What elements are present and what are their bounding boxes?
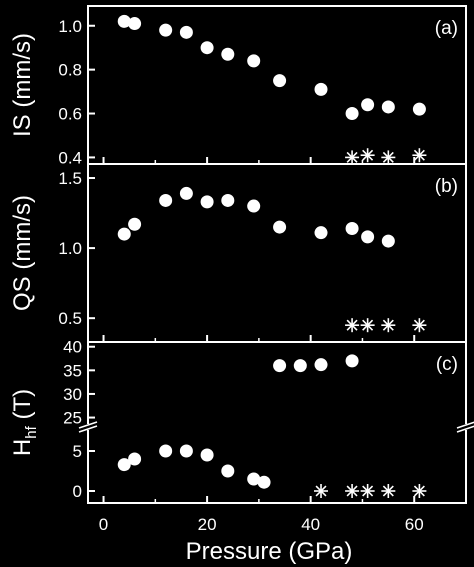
- data-point-circle: [159, 23, 173, 37]
- data-point-circle: [200, 195, 214, 209]
- y-axis-label-unit: (T): [9, 389, 36, 426]
- y-axis-label-subscript: hf: [23, 425, 40, 438]
- data-point-circle: [381, 100, 395, 114]
- y-tick-label: 0: [73, 482, 82, 501]
- panel-label: (c): [436, 354, 458, 375]
- y-tick-label: 0.8: [58, 61, 82, 80]
- data-point-circle: [361, 98, 375, 112]
- asterisk-stroke: [362, 485, 374, 497]
- data-point-asterisk: [381, 150, 396, 165]
- panel-label: (b): [435, 176, 458, 197]
- data-point-circle: [159, 193, 173, 207]
- y-tick-label: 0.6: [58, 105, 82, 124]
- asterisk-stroke: [346, 485, 358, 497]
- y-tick-label: 35: [63, 361, 82, 380]
- x-tick-label: 20: [198, 515, 217, 534]
- asterisk-stroke: [362, 149, 374, 161]
- y-tick-label: 30: [63, 385, 82, 404]
- y-tick-label: 1.5: [58, 169, 82, 188]
- data-point-circle: [200, 448, 214, 462]
- data-point-asterisk: [360, 318, 375, 333]
- data-point-circle: [314, 358, 328, 372]
- y-tick-label: 0.4: [58, 148, 82, 167]
- data-point-asterisk: [412, 318, 427, 333]
- data-point-circle: [247, 472, 261, 486]
- data-point-asterisk: [412, 484, 427, 498]
- data-point-circle: [221, 464, 235, 478]
- data-point-asterisk: [345, 318, 360, 333]
- data-point-circle: [345, 107, 359, 121]
- data-point-circle: [273, 74, 287, 88]
- data-point-circle: [345, 221, 359, 235]
- data-point-circle: [314, 82, 328, 96]
- asterisk-stroke: [382, 151, 394, 163]
- data-point-circle: [247, 54, 261, 68]
- data-point-circle: [361, 230, 375, 244]
- data-point-asterisk: [381, 318, 396, 333]
- data-point-circle: [128, 452, 142, 466]
- x-axis-label: Pressure (GPa): [186, 538, 353, 565]
- asterisk-stroke: [382, 485, 394, 497]
- y-tick-label: 5: [73, 442, 82, 461]
- data-point-circle: [117, 227, 131, 241]
- y-tick-label: 1.0: [58, 17, 82, 36]
- data-point-circle: [257, 475, 271, 489]
- data-point-circle: [273, 359, 287, 373]
- data-point-circle: [117, 458, 131, 472]
- data-point-circle: [314, 226, 328, 240]
- data-point-circle: [221, 47, 235, 61]
- y-tick-label: 25: [63, 409, 82, 428]
- x-tick-label: 60: [405, 515, 424, 534]
- data-point-circle: [179, 186, 193, 200]
- y-axis-label: Hhf (T): [9, 389, 40, 456]
- data-point-circle: [221, 193, 235, 207]
- data-point-circle: [128, 217, 142, 231]
- axis-break-mark: [78, 421, 98, 429]
- data-point-asterisk: [345, 150, 360, 165]
- data-point-asterisk: [345, 484, 360, 498]
- data-point-circle: [200, 41, 214, 55]
- data-point-circle: [117, 14, 131, 28]
- panel-frame: [87, 341, 467, 504]
- x-tick-label: 40: [301, 515, 320, 534]
- data-point-circle: [159, 444, 173, 458]
- data-point-asterisk: [314, 484, 329, 498]
- y-axis-label: QS (mm/s): [9, 195, 36, 311]
- axis-break-gap: [79, 424, 97, 430]
- axis-break-mark: [78, 425, 98, 433]
- data-point-circle: [345, 354, 359, 368]
- y-tick-label: 0.5: [58, 309, 82, 328]
- asterisk-stroke: [413, 485, 425, 497]
- axis-break-gap: [457, 424, 474, 430]
- asterisk-stroke: [315, 485, 327, 497]
- data-point-circle: [273, 220, 287, 234]
- data-point-asterisk: [360, 148, 375, 163]
- axis-break-mark: [456, 425, 474, 433]
- y-tick-label: 40: [63, 338, 82, 357]
- asterisk-stroke: [362, 319, 374, 331]
- data-point-circle: [128, 17, 142, 31]
- data-point-circle: [179, 25, 193, 39]
- data-point-circle: [247, 199, 261, 213]
- axis-break-mark: [456, 421, 474, 429]
- data-point-asterisk: [360, 484, 375, 498]
- data-point-asterisk: [412, 148, 427, 163]
- data-point-circle: [412, 102, 426, 116]
- asterisk-stroke: [413, 149, 425, 161]
- asterisk-stroke: [346, 319, 358, 331]
- data-point-circle: [179, 444, 193, 458]
- y-axis-label: IS (mm/s): [9, 33, 36, 137]
- data-point-asterisk: [381, 484, 396, 498]
- x-tick-label: 0: [99, 515, 108, 534]
- data-point-circle: [381, 234, 395, 248]
- asterisk-stroke: [346, 151, 358, 163]
- y-tick-label: 1.0: [58, 239, 82, 258]
- asterisk-stroke: [413, 319, 425, 331]
- plot-layer: 0.4 0.6 0.8 1.0 IS (mm/s) (a) 0.5 1.0 1.5 QS (mm/…: [9, 5, 474, 565]
- asterisk-stroke: [382, 319, 394, 331]
- data-point-circle: [293, 359, 307, 373]
- panel-label: (a): [435, 18, 458, 39]
